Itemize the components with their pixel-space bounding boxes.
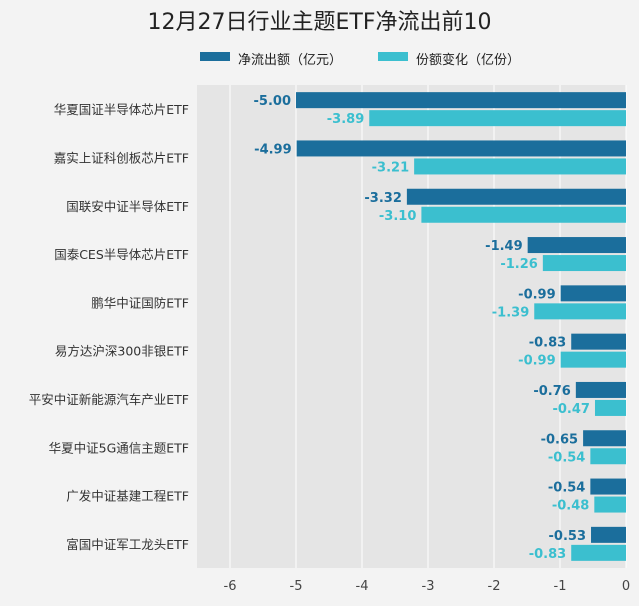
- legend-label-share-change: 份额变化（亿份）: [416, 53, 521, 68]
- data-label-net-outflow: -0.54: [548, 481, 585, 496]
- category-label: 易方达沪深300非银ETF: [55, 344, 189, 359]
- bar-net-outflow: [296, 92, 626, 109]
- data-label-share-change: -1.26: [500, 257, 537, 272]
- data-label-net-outflow: -0.99: [518, 287, 555, 302]
- bar-share-change: [421, 206, 626, 223]
- category-label: 嘉实上证科创板芯片ETF: [54, 150, 189, 165]
- bar-net-outflow: [571, 333, 626, 350]
- category-label: 华夏中证5G通信主题ETF: [49, 440, 189, 455]
- bar-share-change: [594, 399, 626, 416]
- x-tick-label: -1: [554, 579, 567, 594]
- data-label-share-change: -1.39: [492, 305, 529, 320]
- data-label-share-change: -3.10: [379, 209, 416, 224]
- bar-share-change: [590, 448, 626, 465]
- data-label-share-change: -3.89: [327, 112, 364, 127]
- data-label-net-outflow: -0.76: [533, 384, 570, 399]
- bar-net-outflow: [406, 188, 626, 205]
- legend-swatch-share-change: [378, 52, 408, 61]
- x-tick-label: 0: [622, 579, 630, 594]
- data-label-net-outflow: -4.99: [254, 142, 291, 157]
- category-label: 鹏华中证国防ETF: [91, 295, 189, 310]
- bar-net-outflow: [560, 285, 626, 302]
- data-label-share-change: -0.83: [529, 547, 566, 562]
- bar-net-outflow: [591, 526, 626, 543]
- data-label-net-outflow: -0.53: [549, 529, 586, 544]
- bar-net-outflow: [590, 478, 626, 495]
- bar-share-change: [542, 255, 626, 272]
- category-label: 国联安中证半导体ETF: [66, 199, 189, 214]
- data-label-share-change: -3.21: [372, 160, 409, 175]
- bar-net-outflow: [296, 140, 626, 157]
- bar-share-change: [414, 158, 626, 175]
- x-tick-label: -6: [224, 579, 237, 594]
- data-label-share-change: -0.54: [548, 450, 585, 465]
- category-label: 广发中证基建工程ETF: [66, 489, 189, 504]
- data-label-net-outflow: -1.49: [485, 239, 522, 254]
- legend-label-net-outflow: 净流出额（亿元）: [238, 53, 343, 68]
- bar-share-change: [594, 496, 626, 513]
- data-label-net-outflow: -0.83: [529, 336, 566, 351]
- data-label-share-change: -0.48: [552, 499, 589, 514]
- x-tick-label: -3: [422, 579, 435, 594]
- data-label-net-outflow: -5.00: [254, 94, 291, 109]
- category-label: 华夏国证半导体芯片ETF: [54, 102, 189, 117]
- bar-net-outflow: [575, 381, 626, 398]
- legend-swatch-net-outflow: [200, 52, 230, 61]
- category-label: 平安中证新能源汽车产业ETF: [29, 392, 189, 407]
- bar-share-change: [369, 110, 626, 127]
- data-label-share-change: -0.99: [518, 354, 555, 369]
- data-label-share-change: -0.47: [552, 402, 589, 417]
- x-tick-label: -5: [290, 579, 303, 594]
- data-label-net-outflow: -0.65: [541, 432, 578, 447]
- bar-share-change: [534, 303, 626, 320]
- bar-net-outflow: [583, 430, 626, 447]
- x-tick-label: -2: [488, 579, 501, 594]
- chart-title: 12月27日行业主题ETF净流出前10: [147, 10, 492, 35]
- data-label-net-outflow: -3.32: [364, 191, 401, 206]
- legend: 净流出额（亿元） 份额变化（亿份）: [0, 48, 639, 68]
- category-label: 富国中证军工龙头ETF: [66, 537, 189, 552]
- bar-net-outflow: [527, 237, 626, 254]
- bar-share-change: [571, 544, 626, 561]
- x-tick-label: -4: [356, 579, 369, 594]
- bar-share-change: [560, 351, 626, 368]
- category-label: 国泰CES半导体芯片ETF: [54, 247, 189, 262]
